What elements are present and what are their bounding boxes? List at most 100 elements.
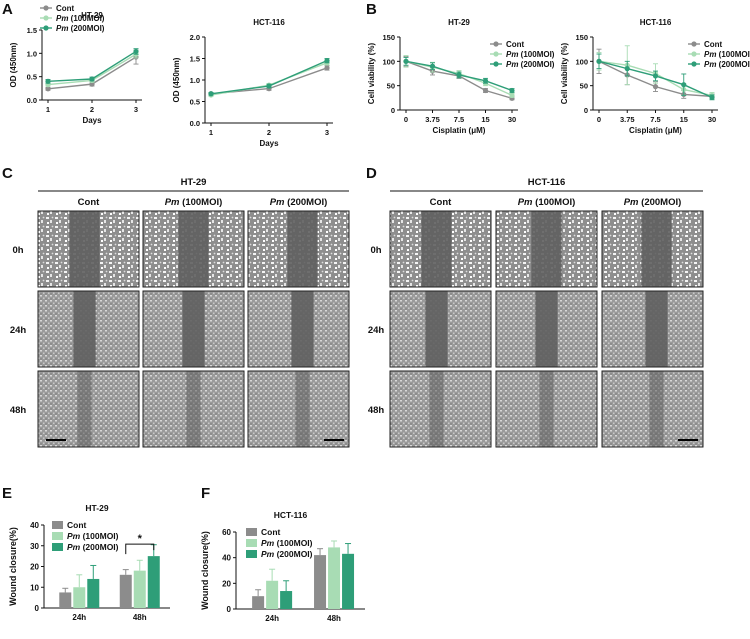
column-label: Pm (100MOI) bbox=[518, 197, 576, 208]
legend-label: Pm (100MOI) bbox=[261, 538, 313, 548]
legend-marker bbox=[691, 41, 697, 47]
micrograph-image bbox=[601, 370, 704, 448]
legend-label-italic: Pm bbox=[56, 14, 68, 23]
legend-label: Pm (200MOI) bbox=[506, 60, 555, 69]
y-tick-label: 2.0 bbox=[190, 33, 200, 42]
legend-swatch bbox=[246, 539, 257, 547]
column-label: Cont bbox=[430, 197, 452, 208]
y-axis-label: Cell viability (%) bbox=[560, 42, 569, 104]
legend-label-italic: Pm bbox=[704, 50, 716, 59]
micrograph-border bbox=[247, 370, 350, 448]
wound-gap bbox=[645, 291, 668, 367]
micrograph-border bbox=[389, 210, 492, 288]
micrograph-image bbox=[389, 290, 492, 368]
bar bbox=[59, 592, 72, 608]
y-tick-label: 1.5 bbox=[27, 26, 37, 35]
y-axis-label: Wound closure(%) bbox=[8, 527, 18, 606]
data-point bbox=[266, 83, 272, 89]
micrograph-border bbox=[37, 370, 140, 448]
wound-gap bbox=[531, 211, 562, 287]
legend-label-main: (200MOI) bbox=[639, 197, 682, 208]
legend-marker bbox=[43, 25, 49, 31]
y-tick-label: 50 bbox=[387, 82, 395, 91]
data-point bbox=[596, 58, 602, 64]
y-tick-label: 0 bbox=[391, 106, 395, 115]
micrograph-image bbox=[142, 370, 245, 448]
wound-gap bbox=[535, 291, 558, 367]
x-tick-label: 0 bbox=[404, 115, 408, 124]
legend-label-main: Cont bbox=[430, 197, 452, 208]
legend-marker bbox=[43, 5, 49, 11]
data-point bbox=[482, 78, 489, 84]
legend-label-italic: Pm bbox=[261, 549, 275, 559]
y-tick-label: 100 bbox=[575, 57, 588, 66]
micrograph-image bbox=[247, 370, 350, 448]
y-tick-label: 0 bbox=[35, 604, 40, 613]
wound-gap bbox=[295, 371, 310, 447]
panel-letter: C bbox=[2, 165, 13, 182]
data-point bbox=[456, 72, 462, 78]
y-tick-label: 0.5 bbox=[27, 73, 37, 82]
micrograph-image bbox=[389, 370, 492, 448]
series-line bbox=[405, 60, 513, 99]
legend-label: Cont bbox=[67, 520, 87, 530]
legend-marker bbox=[691, 61, 697, 67]
legend-label-italic: Pm bbox=[506, 50, 518, 59]
x-tick-label: 48h bbox=[327, 614, 341, 623]
chart-title: HCT-116 bbox=[274, 510, 308, 520]
micrograph-image bbox=[247, 210, 350, 288]
legend-label-main: (200MOI) bbox=[80, 542, 118, 552]
micrograph-image bbox=[601, 210, 704, 288]
wound-gap bbox=[178, 211, 209, 287]
panel-letter: D bbox=[366, 165, 377, 182]
row-label: 48h bbox=[10, 405, 27, 416]
y-tick-label: 1.0 bbox=[190, 76, 200, 85]
legend-label-italic: Pm bbox=[270, 197, 285, 208]
data-point bbox=[681, 82, 687, 88]
legend-label-main: (200MOI) bbox=[716, 60, 750, 69]
x-axis-label: Cisplatin (μM) bbox=[433, 126, 486, 135]
micrograph-border bbox=[142, 210, 245, 288]
column-label: Pm (200MOI) bbox=[624, 197, 682, 208]
legend-marker bbox=[691, 51, 697, 57]
legend-swatch bbox=[52, 532, 63, 540]
y-tick-label: 60 bbox=[222, 528, 231, 537]
row-label: 24h bbox=[368, 325, 385, 336]
legend-label-main: (100MOI) bbox=[716, 50, 750, 59]
legend-label-main: (100MOI) bbox=[80, 531, 118, 541]
chart-title: HCT-116 bbox=[253, 18, 285, 27]
significance-marker: * bbox=[138, 533, 143, 545]
legend-label: Pm (200MOI) bbox=[704, 60, 750, 69]
legend-label: Cont bbox=[261, 527, 281, 537]
data-point bbox=[429, 63, 436, 69]
micrograph-border bbox=[247, 290, 350, 368]
y-tick-label: 150 bbox=[382, 33, 395, 42]
legend-label: Pm (100MOI) bbox=[704, 50, 750, 59]
micrograph-image bbox=[389, 210, 492, 288]
micrograph-border bbox=[495, 370, 598, 448]
wound-gap bbox=[539, 371, 554, 447]
x-tick-label: 7.5 bbox=[650, 115, 660, 124]
legend-swatch bbox=[52, 521, 63, 529]
row-label: 0h bbox=[12, 245, 23, 256]
y-tick-label: 40 bbox=[222, 554, 231, 563]
legend-label-main: Cont bbox=[506, 40, 525, 49]
wound-gap bbox=[421, 211, 452, 287]
micrograph-border bbox=[389, 370, 492, 448]
micrograph-image bbox=[247, 290, 350, 368]
micrograph-border bbox=[37, 290, 140, 368]
legend-label-main: Cont bbox=[67, 520, 87, 530]
legend-label-main: (200MOI) bbox=[274, 549, 312, 559]
x-tick-label: 30 bbox=[508, 115, 516, 124]
wound-gap bbox=[425, 291, 448, 367]
micrograph-image bbox=[142, 290, 245, 368]
legend-swatch bbox=[246, 550, 257, 558]
y-tick-label: 20 bbox=[222, 579, 231, 588]
x-tick-label: 15 bbox=[680, 115, 688, 124]
micrograph-border bbox=[601, 290, 704, 368]
bar bbox=[342, 553, 355, 609]
grid-title: HCT-116 bbox=[528, 177, 566, 188]
